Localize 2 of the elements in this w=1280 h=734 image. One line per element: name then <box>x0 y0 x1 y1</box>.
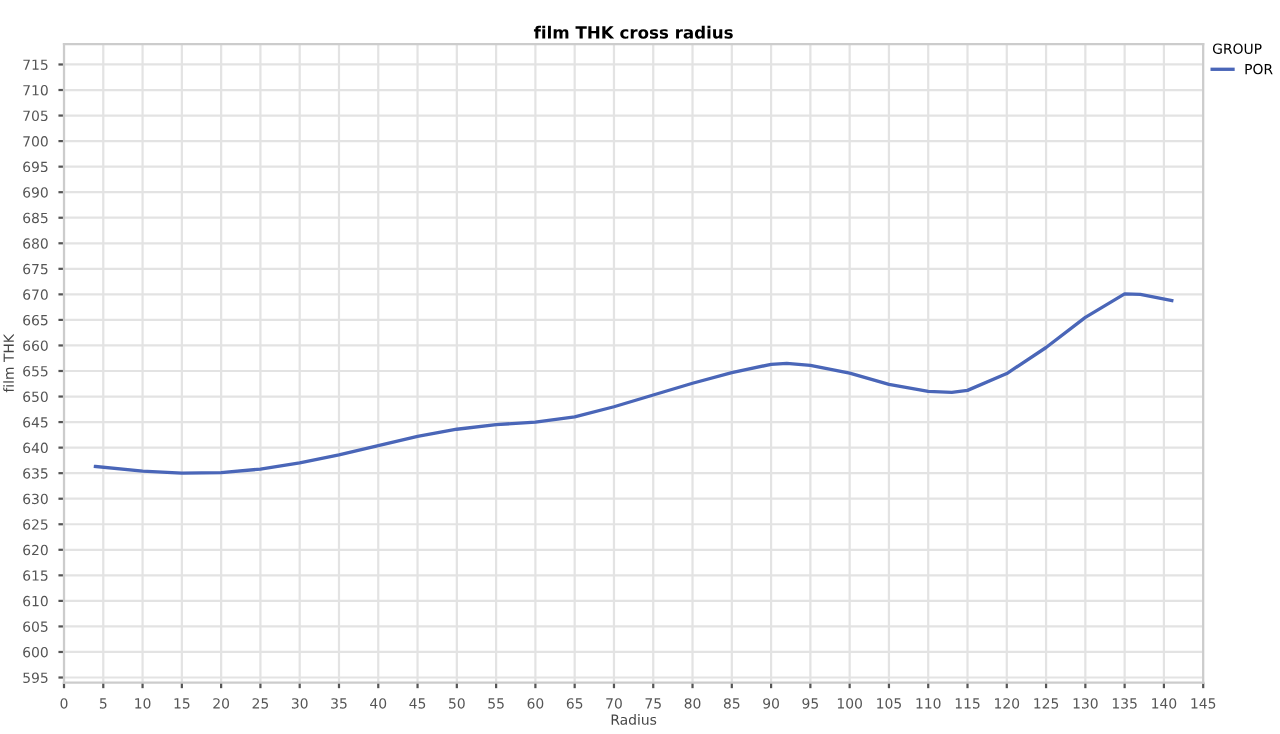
chart-title: film THK cross radius <box>533 25 733 39</box>
line-series <box>93 292 1174 475</box>
